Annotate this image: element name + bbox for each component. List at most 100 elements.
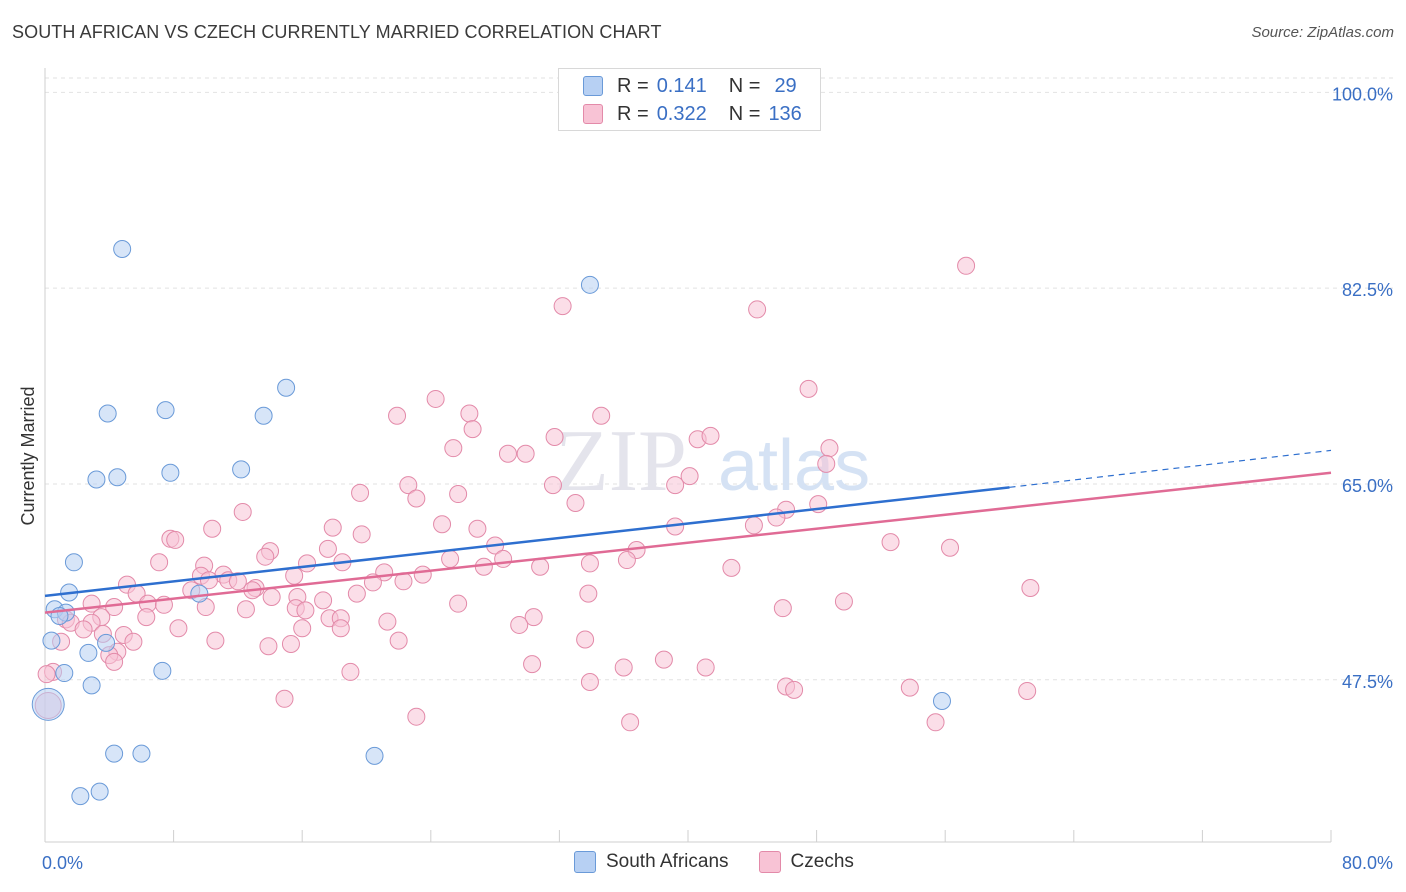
legend-row-czechs: R = 0.322 N = 136 bbox=[583, 101, 802, 127]
south-african-point bbox=[87, 470, 106, 489]
series-swatch-czechs bbox=[758, 851, 781, 873]
south-africans-points bbox=[31, 240, 951, 806]
czech-point bbox=[262, 587, 281, 606]
czech-point bbox=[293, 619, 312, 638]
south-african-point bbox=[580, 275, 599, 294]
legend-row-south-africans: R = 0.141 N = 29 bbox=[583, 73, 797, 99]
watermark-atlas: atlas bbox=[718, 426, 870, 506]
czech-point bbox=[799, 379, 818, 398]
x-tick-label: 0.0% bbox=[42, 853, 83, 873]
czech-point bbox=[331, 619, 350, 638]
chart-title: SOUTH AFRICAN VS CZECH CURRENTLY MARRIED… bbox=[12, 22, 662, 42]
series-label-south-africans: South Africans bbox=[606, 851, 729, 872]
czech-point bbox=[105, 652, 124, 671]
czech-point bbox=[441, 549, 460, 568]
czech-point bbox=[228, 572, 247, 591]
czech-point bbox=[378, 612, 397, 631]
czech-point bbox=[701, 426, 720, 445]
czech-point bbox=[388, 406, 407, 425]
axis-labels: 100.0% 82.5% 65.0% 47.5% 0.0% 80.0% Currently … bbox=[18, 84, 1393, 873]
south-african-point bbox=[254, 406, 273, 425]
south-african-point bbox=[113, 240, 132, 259]
south-african-point bbox=[64, 553, 83, 572]
czech-point bbox=[592, 406, 611, 425]
series-swatch-south-africans bbox=[574, 851, 596, 873]
south-african-point bbox=[232, 460, 251, 479]
czech-point bbox=[617, 551, 636, 570]
czech-point bbox=[413, 565, 432, 584]
series-legend-czechs[interactable]: Czechs bbox=[758, 851, 854, 873]
legend-r-value: 0.322 bbox=[656, 102, 707, 125]
czech-point bbox=[407, 707, 426, 726]
axes bbox=[44, 68, 1332, 843]
y-tick-label: 82.5% bbox=[1342, 280, 1393, 300]
czech-point bbox=[1021, 579, 1040, 598]
south-african-point bbox=[161, 463, 180, 482]
czech-point bbox=[820, 439, 839, 458]
x-tick-label: 80.0% bbox=[1342, 853, 1393, 873]
trend-lines bbox=[44, 449, 1332, 614]
czech-point bbox=[259, 637, 278, 656]
czechs-points bbox=[34, 256, 1040, 732]
czech-point bbox=[900, 678, 919, 697]
czech-point bbox=[524, 608, 543, 627]
series-legend: South Africans Czechs bbox=[574, 851, 884, 873]
czech-point bbox=[449, 594, 468, 613]
czech-point bbox=[785, 680, 804, 699]
czech-point bbox=[680, 467, 699, 486]
czech-point bbox=[256, 547, 275, 566]
czech-point bbox=[834, 592, 853, 611]
czech-point bbox=[545, 427, 564, 446]
czech-point bbox=[137, 608, 156, 627]
legend-r-label: R = bbox=[617, 74, 649, 97]
czech-point bbox=[407, 489, 426, 508]
y-tick-label: 47.5% bbox=[1342, 672, 1393, 692]
czech-point bbox=[433, 515, 452, 534]
czech-point bbox=[314, 591, 333, 610]
south-africans-trend-line bbox=[44, 486, 1010, 598]
czech-point bbox=[37, 665, 56, 684]
czech-point bbox=[553, 297, 572, 316]
czech-point bbox=[74, 620, 93, 639]
south-african-point bbox=[365, 746, 384, 765]
legend-r-label: R = bbox=[617, 102, 649, 125]
czech-point bbox=[926, 713, 945, 732]
czech-point bbox=[523, 655, 542, 674]
czech-point bbox=[203, 519, 222, 538]
south-african-point bbox=[105, 744, 124, 763]
czech-point bbox=[460, 404, 479, 423]
czech-point bbox=[494, 549, 513, 568]
czech-point bbox=[285, 566, 304, 585]
czech-point bbox=[468, 519, 487, 538]
south-african-point bbox=[932, 692, 951, 711]
czech-point bbox=[580, 554, 599, 573]
series-legend-south-africans[interactable]: South Africans bbox=[574, 851, 729, 873]
czech-point bbox=[389, 631, 408, 650]
czech-point bbox=[881, 533, 900, 552]
czech-point bbox=[399, 476, 418, 495]
czech-point bbox=[666, 476, 685, 495]
czech-point bbox=[426, 389, 445, 408]
y-axis-title: Currently Married bbox=[18, 386, 38, 525]
south-african-point bbox=[31, 687, 65, 721]
czechs-trend-line bbox=[44, 471, 1332, 614]
watermark-zip: ZIP bbox=[555, 413, 687, 510]
legend-r-value: 0.141 bbox=[656, 74, 707, 97]
czech-point bbox=[275, 689, 294, 708]
south-african-point bbox=[190, 584, 209, 603]
czech-point bbox=[233, 502, 252, 521]
south-africans-trend-extension bbox=[1009, 449, 1332, 488]
south-african-point bbox=[97, 633, 116, 652]
czech-point bbox=[576, 630, 595, 649]
czech-point bbox=[206, 631, 225, 650]
czech-point bbox=[748, 300, 767, 319]
legend-swatch-south-africans bbox=[583, 76, 603, 96]
czech-point bbox=[296, 601, 315, 620]
czech-point bbox=[124, 632, 143, 651]
legend-n-label: N = bbox=[728, 102, 761, 125]
legend-n-label: N = bbox=[728, 74, 761, 97]
czech-point bbox=[516, 444, 535, 463]
czech-point bbox=[347, 584, 366, 603]
czech-point bbox=[166, 530, 185, 549]
